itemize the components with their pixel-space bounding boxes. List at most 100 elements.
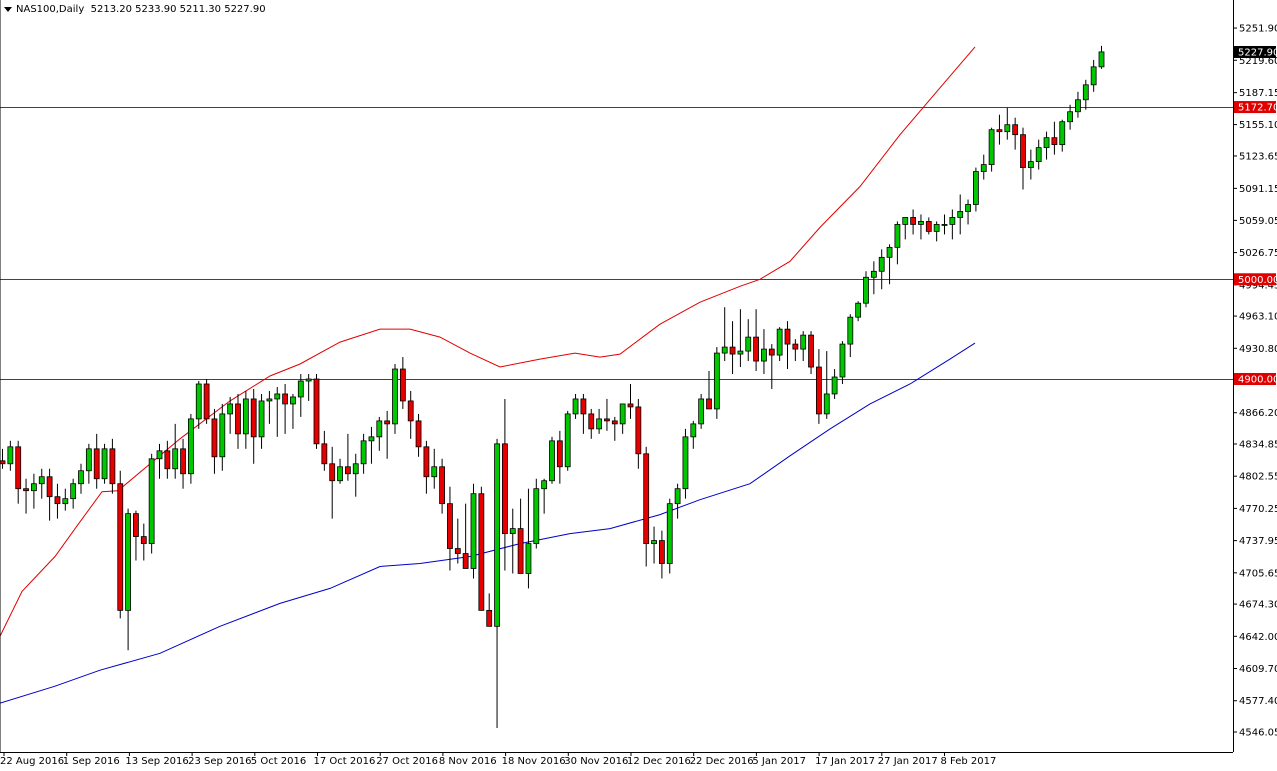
candle (918, 214, 924, 240)
candle (344, 433, 351, 481)
candle (423, 440, 430, 494)
candle-body (501, 443, 508, 534)
candle (729, 321, 736, 375)
candle (863, 271, 869, 308)
candle-body (721, 346, 728, 354)
candle-body (808, 334, 814, 368)
candle-body (62, 498, 69, 505)
dropdown-triangle-icon[interactable] (4, 6, 12, 12)
candle-body (117, 483, 124, 611)
level-price-label-box (1234, 101, 1276, 114)
x-tick-label: 23 Sep 2016 (188, 756, 251, 767)
candle-body (305, 378, 312, 382)
candle-body (242, 398, 249, 435)
candle (313, 374, 320, 449)
candle (187, 413, 194, 484)
candle-body (352, 463, 359, 475)
candle-body (478, 493, 485, 611)
candle (439, 458, 446, 514)
candle-body (894, 224, 901, 248)
candle-body (509, 528, 516, 534)
candle-body (1098, 51, 1105, 68)
candle (282, 383, 289, 434)
candle-body (360, 440, 367, 465)
candle (776, 327, 783, 362)
candle (635, 398, 642, 469)
x-tick-label: 27 Jan 2017 (878, 756, 938, 767)
candle (62, 488, 69, 511)
candle (973, 167, 979, 212)
y-tick-label: 4705.65 (1239, 568, 1277, 579)
x-tick-label: 18 Nov 2016 (502, 756, 566, 767)
candle (823, 351, 830, 419)
candle-body (1004, 124, 1011, 133)
candle-body (133, 513, 139, 537)
candle-body (839, 343, 846, 378)
candle (242, 390, 249, 449)
candle-body (816, 366, 822, 415)
candle-body (1035, 147, 1042, 162)
candle-body (447, 503, 453, 549)
candle (140, 523, 147, 561)
candle (1004, 107, 1011, 140)
candle (549, 436, 555, 484)
candle (627, 383, 634, 419)
candle (980, 154, 987, 180)
candle (643, 446, 650, 567)
candle (235, 393, 241, 449)
y-tick-label: 4930.80 (1239, 344, 1277, 355)
candle-body (965, 204, 971, 212)
candle-body (611, 420, 618, 425)
candle (329, 446, 336, 519)
candle (721, 307, 728, 362)
level-price-label: 4900.00 (1238, 375, 1277, 386)
candle-body (290, 396, 296, 405)
candle (1098, 45, 1105, 69)
candle-body (886, 246, 893, 258)
candle-body (337, 466, 343, 482)
candle-body (556, 440, 563, 468)
candle (509, 508, 516, 574)
candle (290, 393, 296, 429)
candle-body (195, 383, 202, 420)
candle (1027, 149, 1034, 180)
candle-body (713, 352, 720, 410)
candle-body (1067, 111, 1073, 123)
candle-body (659, 540, 665, 564)
candle (556, 430, 563, 484)
candle (15, 440, 22, 504)
candle-body (541, 480, 548, 490)
candle-body (148, 458, 155, 544)
candle (227, 396, 234, 434)
candle-body (1027, 161, 1034, 168)
candle-body (282, 393, 289, 405)
candle (219, 403, 226, 471)
x-tick-label: 8 Nov 2016 (439, 756, 497, 767)
y-tick-label: 4609.70 (1239, 664, 1277, 675)
candle-body (957, 211, 964, 218)
candle-body (564, 413, 571, 468)
candle-body (973, 171, 979, 205)
candle (376, 416, 383, 451)
candle-body (988, 129, 995, 165)
y-tick-label: 4546.05 (1239, 727, 1277, 738)
y-tick-label: 4834.85 (1239, 439, 1277, 450)
candle (172, 423, 179, 479)
x-tick-label: 22 Dec 2016 (690, 756, 754, 767)
candle (910, 209, 916, 235)
candle (682, 428, 689, 499)
candle (957, 194, 964, 235)
candle (737, 309, 744, 368)
candle-body (423, 446, 430, 478)
candle-body (258, 400, 265, 438)
candle (596, 408, 602, 434)
candle (745, 319, 752, 362)
candle-body (996, 129, 1003, 133)
candle-body (855, 302, 862, 318)
candle-body (588, 413, 595, 430)
candle-body (949, 217, 956, 225)
candle-body (1012, 124, 1019, 136)
y-tick-label: 4737.95 (1239, 536, 1277, 547)
level-price-label: 5000.00 (1238, 275, 1277, 286)
